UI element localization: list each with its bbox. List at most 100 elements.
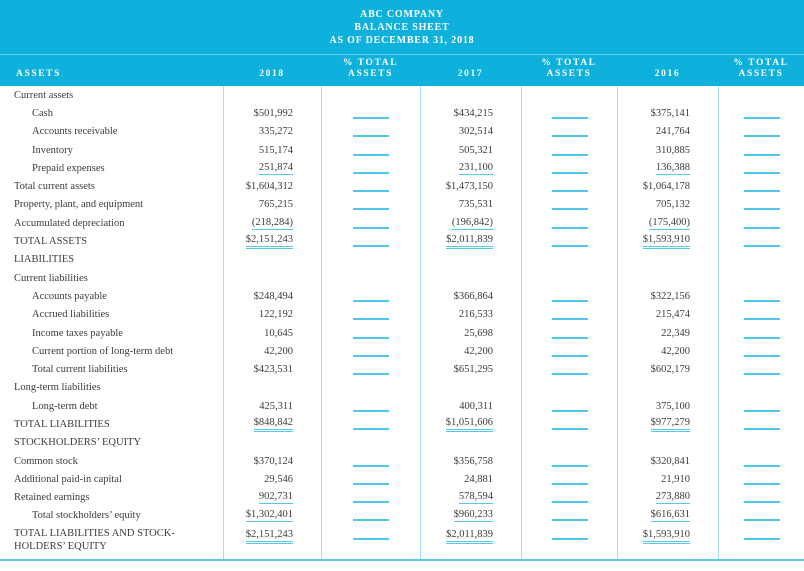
cell-pct-total-2017 [521,433,617,452]
cell-pct-total-2017 [521,360,617,379]
cell-pct-total-2018 [321,250,420,269]
cell-value-2016: 241,764 [617,122,718,141]
cell-pct-total-2018 [321,159,420,178]
row-label: Prepaid expenses [32,162,105,174]
fill-in-blank [743,181,780,193]
company-name: ABC COMPANY [360,9,444,20]
column-header-year-2018: 2018 [259,69,285,79]
cell-pct-total-2017 [521,268,617,288]
cell-pct-total-2017 [521,177,617,196]
table-row: Accrued liabilities 122,192 216,533 215,474 [0,305,804,324]
amount: $356,758 [453,455,493,467]
amount: 735,531 [458,199,493,211]
amount: $423,531 [253,364,293,376]
fill-in-blank [353,236,389,248]
cell-pct-total-2018 [321,287,420,306]
fill-in-blank [743,218,780,229]
fill-in-blank [353,181,389,193]
amount: 515,174 [258,144,293,156]
cell-value-2018: 765,215 [223,195,321,215]
cell-pct-total-2018 [321,268,420,288]
cell-value-2016: 22,349 [617,323,718,343]
row-label-line2: HOLDERS’ EQUITY [14,541,107,553]
fill-in-blank [551,529,588,541]
amount: $366,864 [453,290,493,302]
title-block: ABC COMPANY BALANCE SHEET AS OF DECEMBER… [0,0,804,55]
cell-value-2018: 425,311 [223,397,321,416]
cell-pct-total-2017 [521,195,617,215]
cell-pct-total-2017 [521,140,617,160]
cell-value-2017: 505,321 [420,140,521,160]
amount: $1,473,150 [445,181,493,193]
cell-pct-total-2017 [521,506,617,526]
cell-pct-total-2018 [321,122,420,141]
fill-in-blank [743,419,780,430]
cell-value-2016: 136,388 [617,159,718,178]
fill-in-blank [743,328,780,339]
row-label: Common stock [14,455,78,467]
fill-in-blank [743,474,780,485]
table-row: Cash $501,992 $434,215 $375,141 [0,104,804,123]
table-row: Current liabilities [0,268,804,288]
cell-value-2016: 310,885 [617,140,718,160]
fill-in-blank [551,126,588,138]
cell-value-2016 [617,250,718,269]
row-label: Accrued liabilities [32,309,110,321]
fill-in-blank [551,309,588,321]
fill-in-blank [743,364,780,376]
amount: $1,064,178 [642,181,690,193]
cell-pct-total-2016 [718,305,804,324]
cell-pct-total-2016 [718,397,804,416]
amount: 21,910 [661,473,690,485]
cell-pct-total-2017 [521,397,617,416]
cell-value-2017: (196,842) [420,214,521,233]
cell-value-2018: $501,992 [223,104,321,123]
amount: $370,124 [253,455,293,467]
cell-pct-total-2016 [718,525,804,560]
amount: $322,156 [650,290,690,302]
cell-pct-total-2018 [321,378,420,398]
cell-value-2018: 10,645 [223,323,321,343]
cell-pct-total-2017 [521,470,617,489]
fill-in-blank [551,419,588,430]
fill-in-blank [743,510,780,522]
column-header-assets: ASSETS [16,69,61,79]
table-row: Accumulated depreciation (218,284) (196,84… [0,214,804,233]
row-label: TOTAL LIABILITIES [14,418,110,430]
row-label: Total stockholders’ equity [32,510,141,522]
cell-value-2017: 735,531 [420,195,521,215]
table-row: Inventory 515,174 505,321 310,885 [0,140,804,160]
cell-value-2016 [617,378,718,398]
cell-value-2016: $1,593,910 [617,525,718,560]
cell-value-2017: $356,758 [420,451,521,471]
amount: $616,631 [650,509,690,523]
fill-in-blank [353,346,389,357]
fill-in-blank [551,346,588,357]
table-body: Current assets Cash $501,992 $434,215 $375,1… [0,86,804,562]
cell-value-2017 [420,268,521,288]
column-header-pct-total-2: % TOTAL ASSETS [541,58,597,79]
cell-value-2017 [420,433,521,452]
fill-in-blank [743,291,780,302]
row-label: Long-term liabilities [14,382,101,394]
row-label: TOTAL ASSETS [14,236,87,248]
amount: $1,593,910 [642,234,690,250]
fill-in-blank [353,145,389,156]
cell-value-2018: $248,494 [223,287,321,306]
fill-in-blank [551,474,588,485]
fill-in-blank [353,529,389,541]
cell-value-2017: 400,311 [420,397,521,416]
fill-in-blank [551,456,588,467]
amount: 578,594 [458,491,493,505]
cell-pct-total-2017 [521,214,617,233]
cell-pct-total-2016 [718,287,804,306]
amount: $651,295 [453,364,493,376]
amount: 335,272 [258,126,293,138]
cell-value-2017: 24,881 [420,470,521,489]
cell-value-2016: $375,141 [617,104,718,123]
column-header-year-2016: 2016 [654,69,681,79]
column-header-pct-total-3: % TOTAL ASSETS [733,58,789,79]
fill-in-blank [551,199,588,211]
amount: $2,151,243 [245,529,293,545]
cell-value-2018: 335,272 [223,122,321,141]
